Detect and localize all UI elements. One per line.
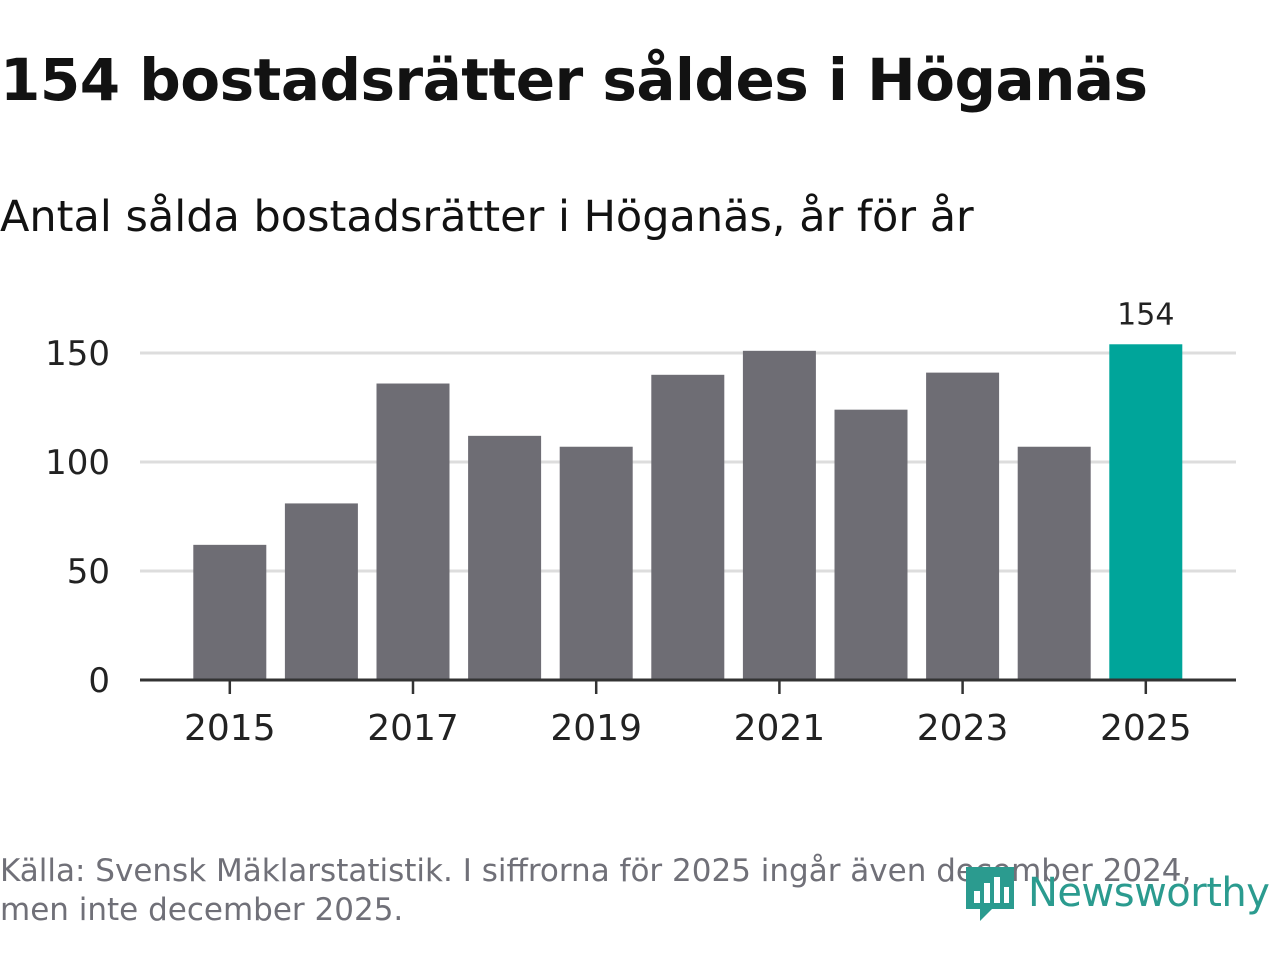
- x-tick-label: 2023: [917, 708, 1009, 749]
- y-tick-label: 100: [45, 443, 110, 483]
- bar-2022: [834, 409, 908, 680]
- x-tick-label: 2017: [367, 708, 459, 749]
- brand-name: Newsworthy: [1028, 870, 1270, 916]
- x-tick-label: 2025: [1100, 708, 1192, 749]
- data-label: 154: [1117, 297, 1174, 332]
- newsworthy-brand: Newsworthy: [962, 858, 1270, 928]
- chart-title: 154 bostadsrätter såldes i Höganäs: [0, 46, 1148, 114]
- x-tick-label: 2015: [184, 708, 276, 749]
- bar-2018: [468, 435, 542, 680]
- bar-2016: [284, 503, 358, 680]
- x-tick-label: 2021: [734, 708, 826, 749]
- y-tick-label: 150: [45, 334, 110, 374]
- bar-2017: [376, 383, 450, 680]
- source-note-line-2: men inte december 2025.: [0, 892, 404, 928]
- x-tick-label: 2019: [550, 708, 642, 749]
- bar-2020: [651, 374, 725, 680]
- newsworthy-logo-icon: [966, 867, 1014, 921]
- y-tick-label: 0: [88, 661, 110, 701]
- y-tick-label: 50: [67, 552, 110, 592]
- bar-2015: [193, 544, 267, 680]
- bar-2024: [1017, 446, 1091, 680]
- bar-2023: [926, 372, 1000, 680]
- bar-2025: [1109, 344, 1183, 680]
- chart-subtitle: Antal sålda bostadsrätter i Höganäs, år …: [0, 192, 974, 242]
- bar-2021: [742, 350, 816, 680]
- bar-2019: [559, 446, 633, 680]
